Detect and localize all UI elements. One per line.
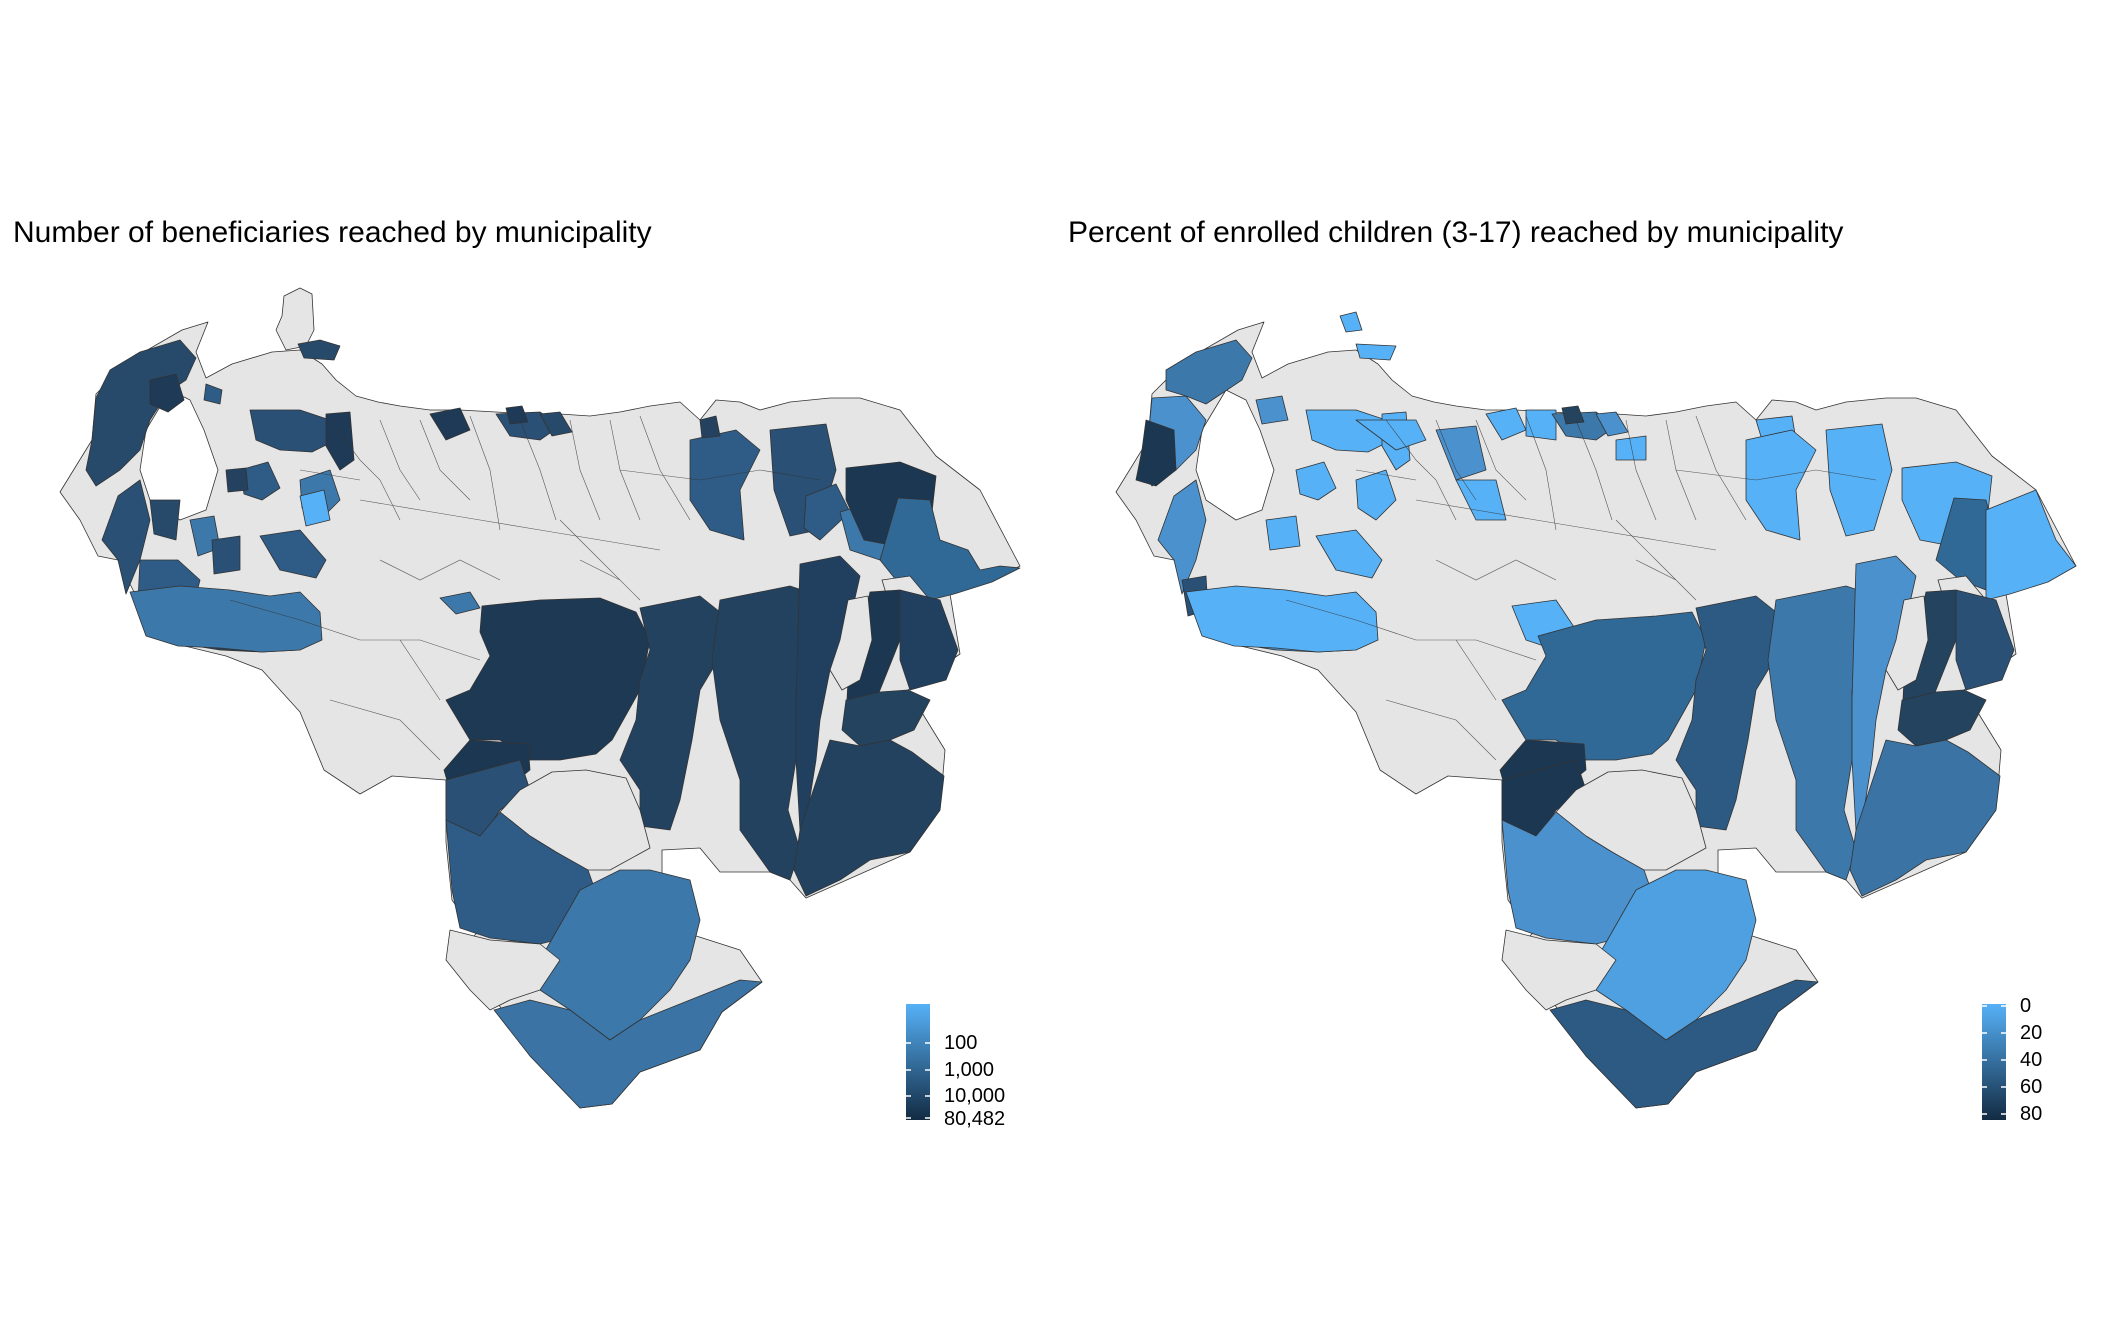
legend-tick-label: 80 — [2020, 1103, 2043, 1125]
legend-colorbar — [906, 1004, 930, 1120]
map-panel-beneficiaries: Number of beneficiaries reached by munic… — [13, 216, 1021, 1130]
legend-tick-label: 0 — [2020, 995, 2032, 1017]
lake — [139, 389, 219, 521]
map-title: Number of beneficiaries reached by munic… — [13, 216, 652, 249]
venezuela-map — [1115, 311, 2077, 1120]
map-title: Percent of enrolled children (3-17) reac… — [1068, 216, 1844, 249]
map-panel-percent: Percent of enrolled children (3-17) reac… — [1056, 0, 2112, 1344]
legend-tick-label: 1,000 — [944, 1059, 995, 1081]
legend-tick-label: 80,482 — [944, 1108, 1006, 1130]
legend-tick-label: 60 — [2020, 1076, 2043, 1098]
legend-tick-label: 10,000 — [944, 1085, 1006, 1107]
legend-tick-label: 40 — [2020, 1049, 2043, 1071]
peninsula — [275, 287, 315, 351]
venezuela-map — [59, 287, 1021, 1120]
legend-tick-label: 100 — [944, 1032, 978, 1054]
legend-colorbar — [1982, 1004, 2006, 1120]
legend-tick-label: 20 — [2020, 1022, 2043, 1044]
